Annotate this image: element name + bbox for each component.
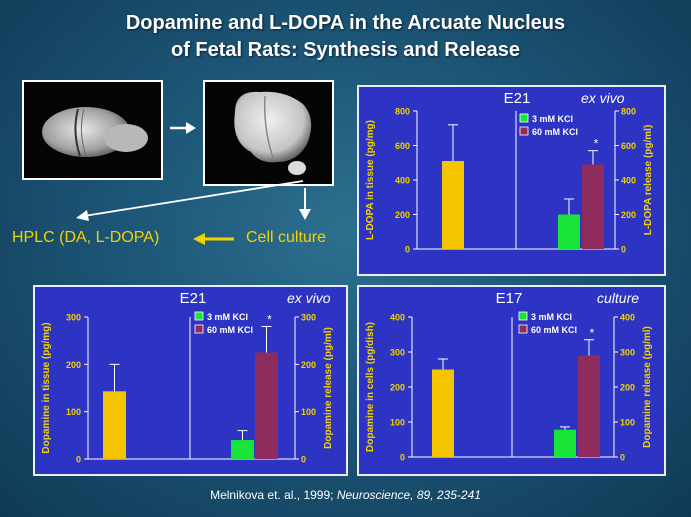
down-arrow-icon bbox=[297, 186, 313, 227]
left-tick-label: 0 bbox=[400, 453, 405, 463]
left-tick-label: 400 bbox=[395, 176, 410, 186]
legend-swatch-60mm bbox=[194, 324, 204, 334]
slide-title: Dopamine and L-DOPA in the Arcuate Nucle… bbox=[0, 10, 691, 64]
left-tick-label: 200 bbox=[395, 210, 410, 220]
left-axis-label: L-DOPA in tissue (pg/mg) bbox=[365, 120, 376, 240]
kcl-3mm-bar bbox=[231, 440, 254, 459]
legend-label-3mm: 3 mM KCl bbox=[532, 114, 573, 124]
left-tick-label: 300 bbox=[66, 313, 81, 323]
legend-label-3mm: 3 mM KCl bbox=[531, 312, 572, 322]
left-tick-label: 100 bbox=[66, 407, 81, 417]
citation: Melnikova et. al., 1999; Neuroscience, 8… bbox=[0, 488, 691, 502]
left-tick-label: 0 bbox=[405, 245, 410, 255]
right-tick-label: 300 bbox=[301, 313, 316, 323]
kcl-60mm-bar bbox=[578, 355, 600, 457]
significance-star: * bbox=[267, 312, 272, 326]
right-axis-label: Dopamine release (pg/ml) bbox=[642, 326, 653, 448]
tissue-bar bbox=[442, 161, 464, 249]
chart-panel-ldopa-e21: E21 ex vivo 0 200 400 600 800 0 200 400 600 800 L-DO… bbox=[357, 85, 666, 276]
left-axis-label: Dopamine in tissue (pg/mg) bbox=[41, 322, 52, 453]
left-tick-label: 300 bbox=[390, 348, 405, 358]
right-tick-label: 200 bbox=[621, 210, 636, 220]
chart-dopamine-e17: E17 culture 0 100 200 300 400 0 100 200 300 400 Dopa… bbox=[365, 290, 653, 463]
kcl-60mm-bar bbox=[255, 352, 278, 459]
slide-title-line-1: Dopamine and L-DOPA in the Arcuate Nucle… bbox=[125, 12, 566, 34]
left-axis-label: Dopamine in cells (pg/dish) bbox=[365, 322, 376, 452]
right-tick-label: 0 bbox=[620, 453, 625, 463]
diagonal-arrow-icon bbox=[70, 175, 310, 230]
slide-title-line-2: of Fetal Rats: Synthesis and Release bbox=[170, 39, 520, 61]
legend-swatch-60mm bbox=[519, 126, 529, 136]
right-tick-label: 800 bbox=[621, 107, 636, 117]
chart-condition: culture bbox=[597, 290, 639, 306]
significance-star: * bbox=[590, 326, 595, 340]
legend-label-3mm: 3 mM KCl bbox=[207, 312, 248, 322]
kcl-3mm-bar bbox=[558, 214, 580, 249]
chart-title: E21 bbox=[504, 90, 531, 107]
left-tick-label: 600 bbox=[395, 141, 410, 151]
significance-star: * bbox=[594, 137, 599, 151]
left-tick-label: 400 bbox=[390, 313, 405, 323]
whole-brain-image bbox=[42, 107, 148, 157]
kcl-3mm-bar bbox=[554, 429, 576, 457]
right-tick-label: 100 bbox=[301, 407, 316, 417]
chart-ldopa-e21: E21 ex vivo 0 200 400 600 800 0 200 400 600 800 L-DO… bbox=[365, 90, 654, 255]
left-tick-label: 800 bbox=[395, 107, 410, 117]
right-arrow-icon bbox=[168, 121, 198, 140]
legend-swatch-3mm bbox=[194, 311, 204, 321]
cell-culture-label: Cell culture bbox=[246, 229, 327, 246]
whole-brain-photo bbox=[22, 80, 163, 180]
citation-authors: Melnikova et. al., 1999; bbox=[210, 488, 337, 502]
legend-label-60mm: 60 mM KCl bbox=[207, 325, 253, 335]
brain-slice-image bbox=[234, 91, 312, 175]
legend-swatch-3mm bbox=[518, 311, 528, 321]
chart-condition: ex vivo bbox=[581, 90, 625, 106]
brain-slice-photo bbox=[203, 80, 334, 186]
hplc-label: HPLC (DA, L-DOPA) bbox=[12, 229, 160, 246]
legend-label-60mm: 60 mM KCl bbox=[532, 127, 578, 137]
right-axis-label: L-DOPA release (pg/ml) bbox=[643, 125, 654, 236]
chart-panel-dopamine-e17: E17 culture 0 100 200 300 400 0 100 200 300 400 Dopa… bbox=[357, 285, 666, 476]
left-tick-label: 200 bbox=[390, 383, 405, 393]
kcl-60mm-bar bbox=[582, 164, 604, 249]
legend-label-60mm: 60 mM KCl bbox=[531, 325, 577, 335]
right-tick-label: 0 bbox=[301, 455, 306, 465]
chart-dopamine-e21: E21 ex vivo 0 100 200 300 0 100 200 300 Dopamine i… bbox=[41, 290, 334, 465]
chart-condition: ex vivo bbox=[287, 290, 331, 306]
chart-title: E17 bbox=[496, 290, 523, 307]
tissue-bar bbox=[103, 391, 126, 459]
right-tick-label: 200 bbox=[620, 383, 635, 393]
right-tick-label: 100 bbox=[620, 418, 635, 428]
legend-swatch-3mm bbox=[519, 113, 529, 123]
chart-panel-dopamine-e21: E21 ex vivo 0 100 200 300 0 100 200 300 Dopamine i… bbox=[33, 285, 348, 476]
right-tick-label: 400 bbox=[621, 176, 636, 186]
left-tick-label: 100 bbox=[390, 418, 405, 428]
citation-journal: Neuroscience, 89, 235-241 bbox=[336, 488, 481, 502]
left-arrow-icon bbox=[192, 232, 236, 251]
right-tick-label: 300 bbox=[620, 348, 635, 358]
right-tick-label: 200 bbox=[301, 360, 316, 370]
left-tick-label: 0 bbox=[76, 455, 81, 465]
right-axis-label: Dopamine release (pg/ml) bbox=[323, 327, 334, 449]
left-tick-label: 200 bbox=[66, 360, 81, 370]
legend-swatch-60mm bbox=[518, 324, 528, 334]
right-tick-label: 400 bbox=[620, 313, 635, 323]
right-tick-label: 0 bbox=[621, 245, 626, 255]
right-tick-label: 600 bbox=[621, 141, 636, 151]
chart-title: E21 bbox=[180, 290, 207, 307]
tissue-bar bbox=[432, 369, 454, 457]
